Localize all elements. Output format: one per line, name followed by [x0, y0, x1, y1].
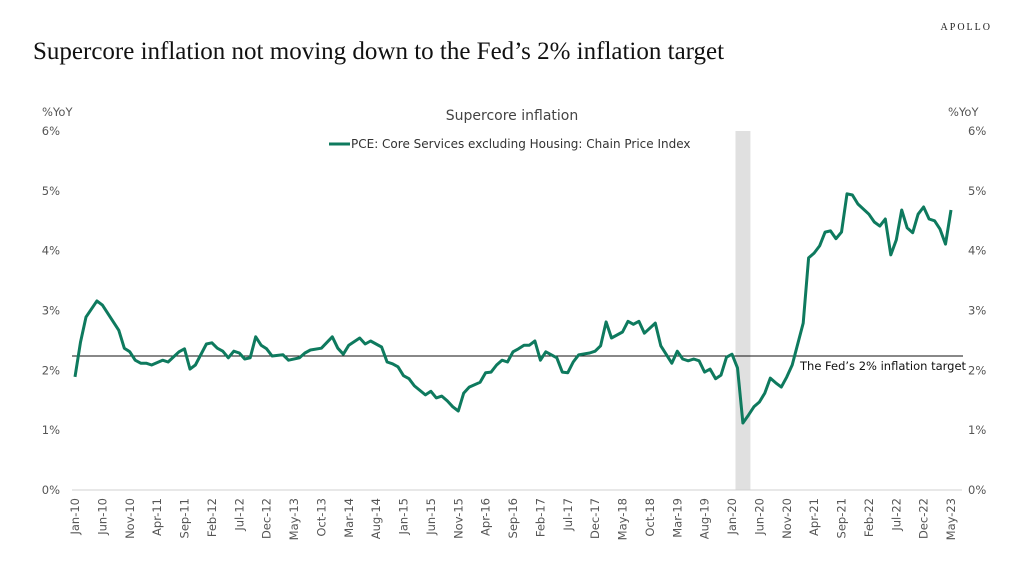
- series-line-supercore: [73, 192, 953, 425]
- x-tick-label: Dec-12: [260, 498, 274, 539]
- x-tick-label: Nov-15: [451, 498, 465, 539]
- target-line-label: The Fed’s 2% inflation target: [799, 359, 967, 373]
- x-tick-label: Apr-16: [479, 498, 493, 536]
- x-tick-label: Feb-22: [862, 498, 876, 537]
- x-tick-label: Feb-12: [205, 498, 219, 537]
- y-axis-label-right: %YoY: [948, 105, 979, 119]
- y-tick-label-left: 2%: [42, 363, 60, 377]
- x-tick-label: May-13: [287, 498, 301, 540]
- y-tick-label-right: 4%: [968, 244, 986, 258]
- legend-label: PCE: Core Services excluding Housing: Ch…: [351, 137, 691, 151]
- x-tick-label: Dec-22: [917, 498, 931, 539]
- y-tick-label-left: 6%: [42, 124, 60, 138]
- y-tick-label-right: 3%: [968, 304, 986, 318]
- x-tick-label: Jul-22: [889, 498, 903, 532]
- x-tick-label: Sep-21: [835, 498, 849, 538]
- y-tick-label-left: 5%: [42, 184, 60, 198]
- y-tick-label-right: 1%: [968, 423, 986, 437]
- x-tick-label: Jan-15: [397, 498, 411, 536]
- x-tick-label: Oct-18: [643, 498, 657, 537]
- page-title: Supercore inflation not moving down to t…: [33, 38, 725, 65]
- x-tick-label: Mar-19: [670, 498, 684, 538]
- x-tick-label: Jun-10: [95, 498, 109, 536]
- y-tick-label-right: 5%: [968, 184, 986, 198]
- x-tick-label: Nov-10: [123, 498, 137, 539]
- x-tick-label: Aug-14: [369, 498, 383, 539]
- x-tick-label: Jan-10: [68, 498, 82, 536]
- apollo-logo: APOLLO: [940, 22, 992, 33]
- x-tick-label: Mar-14: [342, 498, 356, 538]
- x-tick-label: Apr-21: [807, 498, 821, 536]
- x-tick-label: May-18: [616, 498, 630, 540]
- y-tick-label-right: 0%: [968, 483, 986, 497]
- x-tick-label: Sep-11: [178, 498, 192, 538]
- x-tick-label: Dec-17: [588, 498, 602, 539]
- x-tick-label: Aug-19: [698, 498, 712, 539]
- x-tick-label: Nov-20: [780, 498, 794, 539]
- x-tick-label: Apr-11: [150, 498, 164, 536]
- x-tick-label: Jun-15: [424, 498, 438, 536]
- y-axis-label-left: %YoY: [42, 105, 73, 119]
- x-tick-label: Jul-12: [232, 498, 246, 532]
- x-tick-label: Jan-20: [725, 498, 739, 536]
- y-tick-label-left: 1%: [42, 423, 60, 437]
- y-tick-label-right: 2%: [968, 363, 986, 377]
- x-tick-label: May-23: [944, 498, 958, 540]
- x-tick-label: Oct-13: [314, 498, 328, 537]
- y-tick-label-left: 0%: [42, 483, 60, 497]
- x-tick-label: Feb-17: [533, 498, 547, 537]
- y-tick-label-left: 3%: [42, 304, 60, 318]
- y-tick-label-left: 4%: [42, 244, 60, 258]
- recession-shading: [735, 131, 751, 490]
- x-tick-label: Sep-16: [506, 498, 520, 538]
- chart-title: Supercore inflation: [446, 108, 578, 124]
- y-tick-label-right: 6%: [968, 124, 986, 138]
- x-tick-label: Jul-17: [561, 498, 575, 532]
- x-tick-label: Jun-20: [752, 498, 766, 536]
- legend: PCE: Core Services excluding Housing: Ch…: [329, 137, 691, 151]
